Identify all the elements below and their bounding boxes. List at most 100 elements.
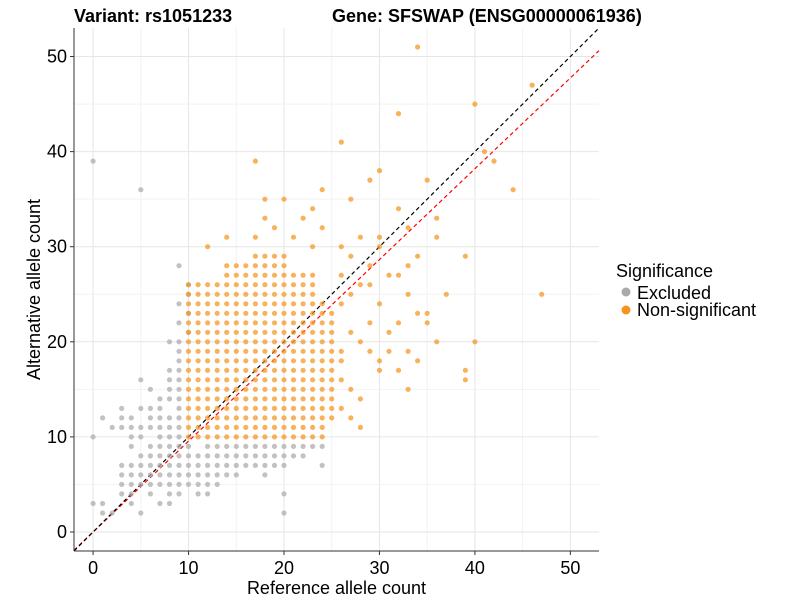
point-non-significant <box>214 291 220 297</box>
point-excluded <box>128 424 134 430</box>
point-excluded <box>176 491 182 497</box>
legend-label-excluded: Excluded <box>637 283 711 303</box>
y-axis-label: Alternative allele count <box>24 199 44 380</box>
point-non-significant <box>395 320 402 326</box>
point-non-significant <box>224 234 230 240</box>
point-non-significant <box>224 415 230 421</box>
point-non-significant <box>185 282 192 288</box>
point-non-significant <box>243 377 249 383</box>
point-excluded <box>166 377 173 383</box>
point-non-significant <box>195 339 201 345</box>
point-non-significant <box>185 415 192 421</box>
point-non-significant <box>252 282 258 288</box>
point-non-significant <box>252 320 258 326</box>
point-non-significant <box>271 367 278 373</box>
point-non-significant <box>233 405 239 411</box>
point-excluded <box>310 443 316 449</box>
point-non-significant <box>290 329 297 335</box>
point-non-significant <box>348 196 354 202</box>
point-non-significant <box>329 339 335 345</box>
point-excluded <box>262 443 268 449</box>
point-excluded <box>205 472 211 478</box>
point-non-significant <box>214 339 220 345</box>
point-excluded <box>262 453 268 459</box>
legend: Significance Excluded Non-significant <box>616 261 756 320</box>
point-non-significant <box>252 301 258 307</box>
point-non-significant <box>338 348 344 354</box>
point-non-significant <box>281 367 287 373</box>
point-non-significant <box>281 301 287 307</box>
point-non-significant <box>205 348 211 354</box>
point-non-significant <box>290 386 297 392</box>
point-non-significant <box>424 320 430 326</box>
chart-title-gene: Gene: SFSWAP (ENSG00000061936) <box>332 6 642 26</box>
point-non-significant <box>185 291 192 297</box>
point-excluded <box>262 462 268 468</box>
point-excluded <box>128 472 134 478</box>
point-non-significant <box>319 329 325 335</box>
point-non-significant <box>271 396 278 402</box>
point-non-significant <box>243 301 249 307</box>
point-non-significant <box>252 263 258 269</box>
y-tick-label: 0 <box>57 522 67 542</box>
point-excluded <box>128 415 134 421</box>
point-excluded <box>109 424 115 430</box>
point-non-significant <box>300 348 306 354</box>
point-non-significant <box>271 434 278 440</box>
point-non-significant <box>214 424 220 430</box>
point-excluded <box>166 424 173 430</box>
point-non-significant <box>185 348 192 354</box>
point-non-significant <box>300 272 306 278</box>
point-non-significant <box>271 358 278 364</box>
point-non-significant <box>310 301 316 307</box>
point-excluded <box>281 491 287 497</box>
point-excluded <box>90 434 96 440</box>
point-non-significant <box>290 434 297 440</box>
point-excluded <box>128 481 134 487</box>
point-non-significant <box>252 253 258 259</box>
point-excluded <box>147 424 153 430</box>
point-non-significant <box>271 282 278 288</box>
point-non-significant <box>205 282 211 288</box>
point-non-significant <box>243 358 249 364</box>
point-non-significant <box>214 434 220 440</box>
point-non-significant <box>405 291 411 297</box>
legend-title: Significance <box>616 261 713 281</box>
point-excluded <box>157 405 163 411</box>
point-non-significant <box>243 367 249 373</box>
point-excluded <box>147 386 153 392</box>
point-non-significant <box>310 377 316 383</box>
point-non-significant <box>290 301 297 307</box>
point-non-significant <box>271 263 278 269</box>
point-excluded <box>176 396 182 402</box>
point-excluded <box>176 301 182 307</box>
reference-lines <box>73 27 600 552</box>
point-non-significant <box>310 320 316 326</box>
point-non-significant <box>310 434 316 440</box>
point-non-significant <box>300 386 306 392</box>
point-non-significant <box>185 424 192 430</box>
point-non-significant <box>195 301 201 307</box>
point-non-significant <box>271 339 278 345</box>
point-excluded <box>119 415 125 421</box>
point-non-significant <box>376 367 383 373</box>
point-excluded <box>166 472 173 478</box>
point-excluded <box>147 405 153 411</box>
point-non-significant <box>252 339 258 345</box>
point-non-significant <box>243 291 249 297</box>
point-non-significant <box>262 415 268 421</box>
point-excluded <box>138 510 144 516</box>
point-non-significant <box>243 424 249 430</box>
point-excluded <box>147 443 153 449</box>
point-excluded <box>176 405 182 411</box>
point-non-significant <box>329 386 335 392</box>
point-non-significant <box>224 310 230 316</box>
point-non-significant <box>281 310 287 316</box>
point-excluded <box>290 443 297 449</box>
point-non-significant <box>233 367 239 373</box>
point-excluded <box>166 386 173 392</box>
point-non-significant <box>310 386 316 392</box>
point-non-significant <box>300 215 306 221</box>
point-non-significant <box>205 386 211 392</box>
